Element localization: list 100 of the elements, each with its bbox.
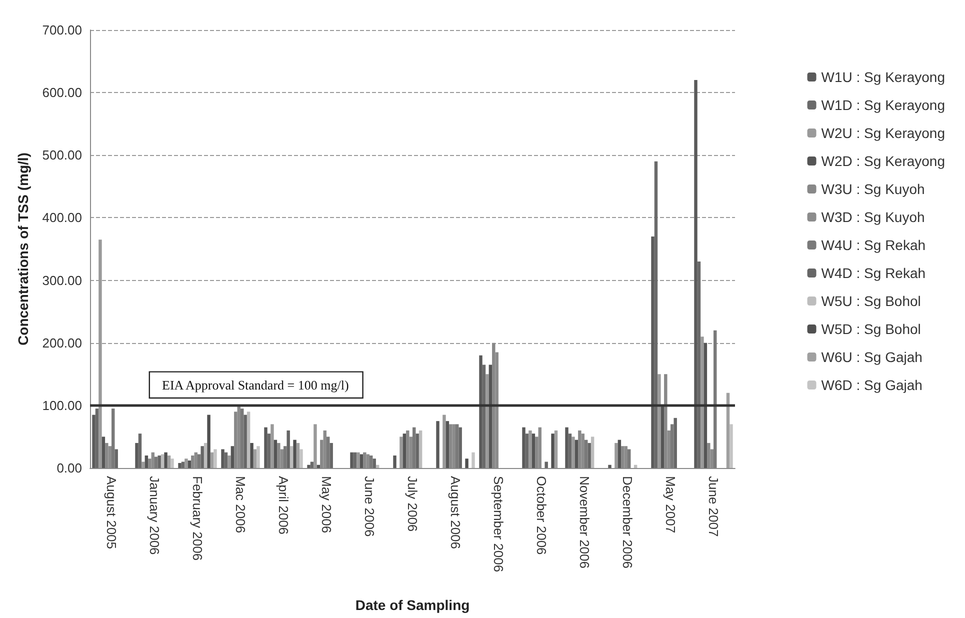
bar (188, 460, 192, 468)
bar (95, 408, 99, 468)
bar (370, 455, 373, 468)
legend-label: W3D : Sg Kuyoh (821, 209, 925, 225)
bar (310, 462, 314, 468)
bar (274, 440, 278, 468)
y-tick-label: 700.00 (42, 22, 82, 38)
bar (418, 430, 422, 468)
bar (726, 392, 730, 468)
bar (532, 434, 536, 468)
legend-label: W5D : Sg Bohol (821, 321, 921, 337)
bar (372, 458, 376, 468)
ref-line-label: EIA Approval Standard = 100 mg/l) (162, 377, 349, 392)
legend-label: W4D : Sg Rekah (821, 265, 926, 281)
y-tick-label: 400.00 (42, 210, 82, 226)
bar (525, 434, 529, 468)
bar (270, 424, 274, 468)
bar (228, 455, 231, 468)
bar (356, 452, 360, 468)
x-tick-label: February 2006 (190, 476, 205, 561)
bar (522, 427, 526, 468)
bar (479, 355, 482, 468)
bar (360, 454, 364, 468)
bar (574, 440, 578, 468)
bar (658, 374, 661, 468)
bar (314, 424, 317, 468)
bar (144, 455, 148, 468)
x-tick-label: May 2006 (319, 476, 334, 534)
bar (608, 464, 612, 468)
bar (670, 424, 674, 468)
bar (264, 427, 268, 468)
bar (92, 414, 96, 468)
x-tick-label: August 2005 (104, 476, 119, 550)
bar (330, 442, 333, 468)
bar (184, 458, 188, 468)
bar (486, 374, 489, 468)
y-tick-label: 300.00 (42, 272, 82, 288)
x-tick-label: April 2006 (276, 476, 291, 535)
x-tick-label: July 2006 (405, 476, 420, 532)
bar (158, 455, 161, 468)
bar (253, 449, 257, 468)
bar (446, 421, 450, 468)
bar (284, 446, 287, 468)
x-tick-label: November 2006 (577, 476, 592, 568)
y-tick-label: 200.00 (42, 335, 82, 350)
x-tick-label: December 2006 (620, 476, 635, 568)
bar (246, 412, 250, 468)
bar (230, 446, 234, 468)
y-tick-label: 600.00 (42, 85, 82, 100)
x-tick-label: Mac 2006 (233, 476, 248, 534)
bar (200, 446, 204, 468)
bar (250, 442, 254, 468)
legend-label: W3U : Sg Kuyoh (821, 181, 925, 197)
bar (618, 440, 622, 468)
y-tick-label: 0.00 (56, 460, 82, 476)
bar (565, 427, 568, 468)
bar (660, 405, 664, 468)
bar (376, 464, 380, 468)
bar (164, 452, 168, 468)
legend-label: W6U : Sg Gajah (821, 349, 922, 365)
bar (393, 455, 396, 468)
bar (544, 462, 548, 468)
bar (628, 449, 631, 468)
legend-label: W5U : Sg Bohol (821, 293, 921, 309)
bar (528, 430, 532, 468)
bar (114, 449, 118, 468)
bar (224, 452, 228, 468)
bar (112, 408, 115, 468)
bar (572, 436, 575, 468)
bar (704, 342, 708, 468)
bar (198, 454, 201, 468)
bar (651, 236, 654, 468)
bar (554, 430, 558, 468)
bar (590, 436, 594, 468)
bar (178, 462, 182, 468)
bar (456, 424, 459, 468)
bar (210, 452, 214, 468)
y-tick-label: 500.00 (42, 148, 82, 163)
bar (102, 436, 106, 468)
bar (267, 434, 271, 468)
bar (584, 440, 588, 468)
legend-label: W2D : Sg Kerayong (821, 153, 946, 169)
bar (326, 436, 330, 468)
bar (296, 442, 300, 468)
x-tick-label: January 2006 (147, 476, 162, 555)
bar (350, 452, 354, 468)
bar (730, 424, 733, 468)
bar (634, 464, 638, 468)
bar (316, 464, 320, 468)
bar (436, 421, 440, 468)
legend-label: W2U : Sg Kerayong (821, 125, 946, 141)
bar (207, 414, 210, 468)
bar (167, 455, 171, 468)
bar (472, 452, 475, 468)
y-tick-label: 100.00 (42, 398, 82, 413)
bar (290, 446, 294, 468)
bar (700, 336, 704, 468)
bar (482, 364, 486, 468)
bar (588, 442, 591, 468)
bar (160, 454, 164, 468)
